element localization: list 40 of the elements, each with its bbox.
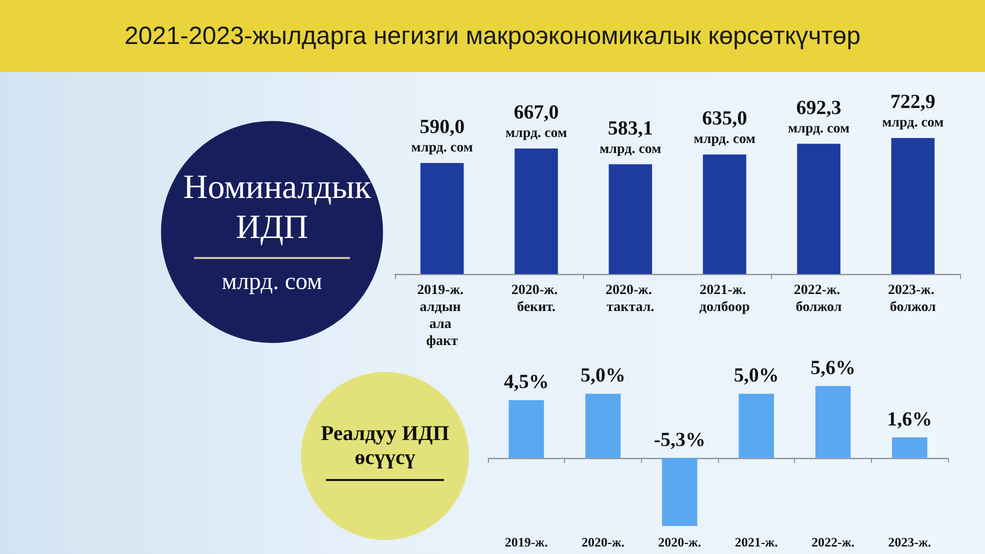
- data-label: 667,0 млрд. сом: [505, 102, 568, 142]
- data-label: 692,3 млрд. сом: [788, 96, 850, 136]
- x-tick-label: 2019-ж. алдын ала факт: [417, 283, 467, 349]
- text: Номиналдык ИДП: [183, 168, 372, 247]
- x-tick-label: 2019-ж.: [504, 534, 548, 550]
- chart-title: 2021-2023-жылдарга негизги макроэкономикалык көрсөткүчтөр: [124, 22, 860, 50]
- bar: [891, 138, 935, 274]
- data-label: 5,0%: [734, 364, 779, 387]
- data-label: 5,6%: [810, 357, 856, 379]
- x-tick-label: 2021-ж.: [734, 534, 778, 550]
- x-tick-label: 2021-ж. долбоор: [699, 283, 750, 315]
- x-tick-label: 2020-ж. тактал.: [606, 283, 656, 315]
- data-label: 722,9 млрд. сом: [882, 91, 944, 130]
- bar: [508, 400, 544, 458]
- data-label: -5,3%: [654, 428, 706, 451]
- bar: [892, 437, 928, 458]
- x-tick-label: 2022-ж.: [811, 534, 855, 550]
- data-label: 635,0 млрд. сом: [694, 108, 756, 148]
- bar: [815, 386, 851, 458]
- bar: [514, 148, 558, 274]
- data-label: 1,6%: [887, 408, 932, 430]
- x-tick-label: 2023-ж.: [888, 534, 932, 550]
- text: Реалдуу ИДП өсүүсү: [320, 420, 450, 470]
- bar: [420, 163, 464, 274]
- x-tick-label: 2023-ж. болжол: [888, 283, 938, 315]
- data-label: 590,0 млрд. сом: [411, 116, 474, 156]
- y-axis-title: млрд. сом: [222, 268, 322, 296]
- data-label: 5,0%: [580, 364, 626, 387]
- x-tick-label: 2020-ж.: [658, 534, 702, 550]
- bar: [738, 394, 774, 458]
- bar: [662, 458, 698, 526]
- bar: [797, 144, 840, 274]
- data-label: 4,5%: [504, 371, 549, 394]
- x-tick-label: 2020-ж. бекит.: [511, 283, 562, 315]
- x-tick-label: 2020-ж.: [581, 534, 625, 550]
- x-tick-label: 2022-ж. болжол: [794, 283, 844, 315]
- bar: [608, 164, 652, 274]
- bar: [585, 394, 621, 458]
- bar: [702, 154, 746, 274]
- data-label: 583,1 млрд. сом: [600, 117, 662, 157]
